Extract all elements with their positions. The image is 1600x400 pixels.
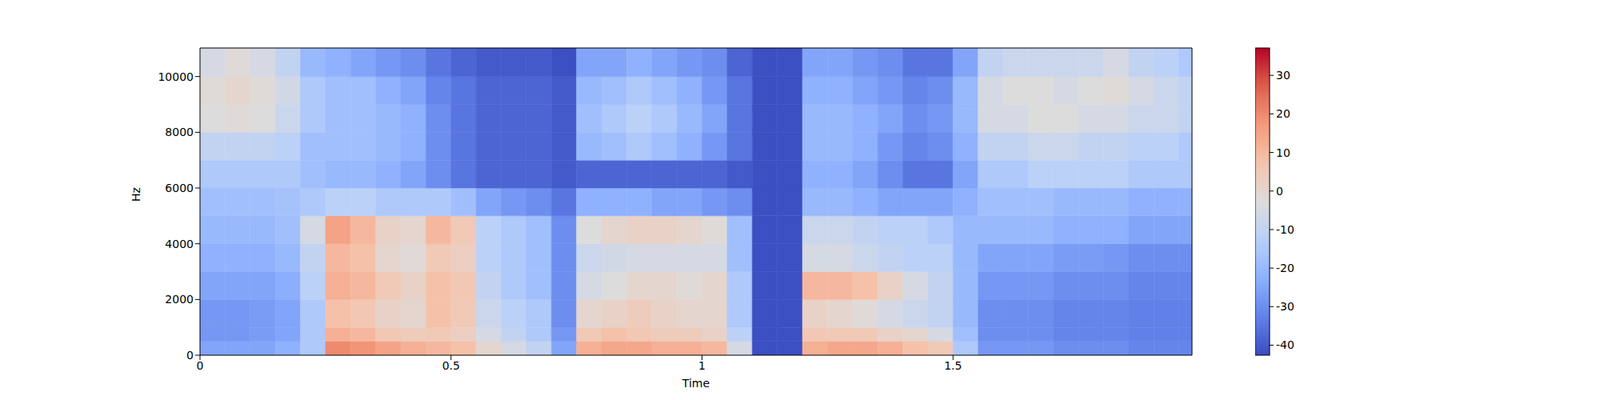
svg-text:Time: Time	[681, 376, 710, 390]
svg-text:10: 10	[1276, 146, 1291, 160]
svg-text:8000: 8000	[164, 125, 194, 139]
svg-text:20: 20	[1276, 107, 1291, 120]
svg-text:-10: -10	[1276, 223, 1295, 236]
svg-text:6000: 6000	[164, 181, 194, 195]
svg-text:-20: -20	[1276, 261, 1295, 275]
svg-text:1: 1	[698, 359, 706, 372]
svg-text:0: 0	[1276, 184, 1284, 198]
svg-text:2000: 2000	[164, 292, 194, 306]
svg-text:-40: -40	[1276, 338, 1295, 352]
svg-text:Hz: Hz	[129, 187, 143, 202]
svg-text:0: 0	[186, 348, 194, 362]
svg-text:1.5: 1.5	[944, 359, 962, 372]
svg-text:0: 0	[196, 359, 204, 372]
svg-text:30: 30	[1276, 68, 1291, 82]
svg-text:-30: -30	[1276, 300, 1295, 313]
svg-text:0.5: 0.5	[442, 359, 460, 372]
svg-text:4000: 4000	[164, 237, 194, 251]
svg-text:10000: 10000	[157, 70, 194, 84]
